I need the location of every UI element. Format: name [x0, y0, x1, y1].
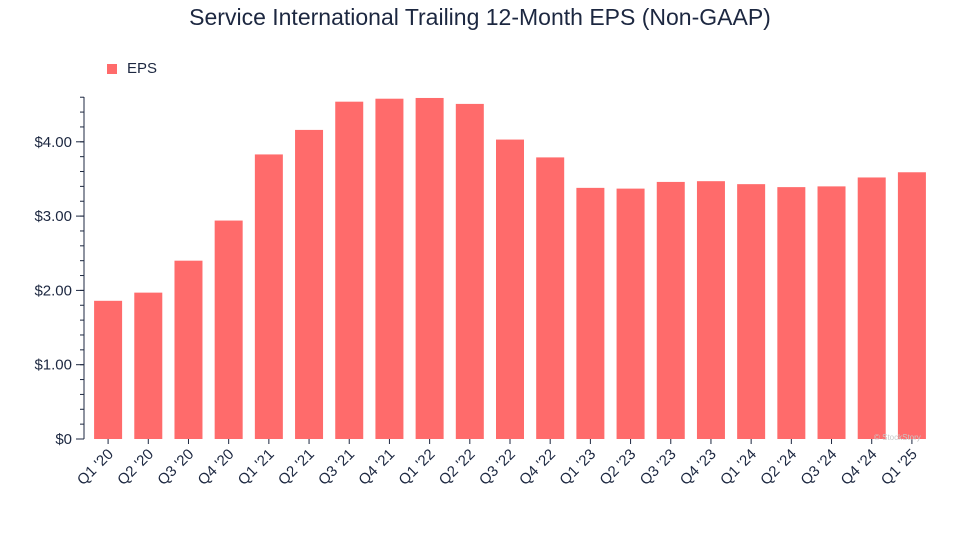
x-tick-label: Q3 '22	[476, 446, 519, 489]
watermark: © StockStory	[874, 433, 921, 442]
bar	[616, 188, 645, 439]
bar	[94, 300, 123, 439]
y-tick-label: $4.00	[34, 134, 72, 151]
bar	[496, 139, 524, 440]
bar	[897, 172, 926, 439]
bar	[777, 187, 806, 439]
x-tick-label: Q3 '21	[315, 446, 358, 489]
chart-title: Service International Trailing 12-Month …	[189, 4, 771, 30]
bar	[656, 181, 685, 439]
bar	[576, 187, 605, 439]
bar	[134, 292, 163, 439]
x-tick-label: Q4 '24	[838, 446, 881, 489]
x-tick-label: Q2 '24	[757, 446, 800, 489]
legend-swatch-eps	[107, 63, 117, 74]
bar	[817, 186, 846, 439]
bar	[455, 103, 484, 440]
x-tick-label: Q1 '20	[74, 446, 117, 489]
x-tick-label: Q3 '24	[797, 446, 840, 489]
y-tick-label: $0	[55, 431, 72, 448]
bar	[536, 157, 565, 439]
bar	[335, 101, 364, 439]
x-tick-label: Q3 '23	[637, 446, 680, 489]
x-tick-label: Q4 '22	[516, 446, 559, 489]
x-tick-label: Q1 '22	[396, 446, 439, 489]
x-tick-label: Q1 '24	[717, 446, 760, 489]
bar	[174, 260, 203, 439]
y-tick-label: $2.00	[34, 282, 72, 299]
bar	[254, 154, 283, 439]
legend: EPS	[107, 60, 157, 77]
bar	[375, 98, 404, 440]
x-tick-label: Q1 '25	[878, 446, 921, 489]
bar	[737, 184, 766, 439]
bar	[214, 220, 243, 439]
bar	[857, 177, 886, 440]
x-tick-label: Q1 '21	[235, 446, 278, 489]
x-tick-label: Q2 '22	[436, 446, 479, 489]
x-tick-label: Q4 '23	[677, 446, 720, 489]
x-tick-label: Q4 '21	[355, 446, 398, 489]
x-tick-label: Q2 '20	[114, 446, 157, 489]
x-tick-label: Q2 '23	[596, 446, 639, 489]
legend-label-eps: EPS	[127, 60, 158, 77]
x-tick-label: Q3 '20	[154, 446, 197, 489]
y-tick-label: $3.00	[34, 208, 72, 225]
x-tick-label: Q2 '21	[275, 446, 318, 489]
y-tick-label: $1.00	[34, 357, 72, 374]
bar	[295, 129, 324, 440]
x-tick-label: Q4 '20	[195, 446, 238, 489]
x-tick-label: Q1 '23	[556, 446, 599, 489]
bar	[415, 97, 444, 439]
bar	[696, 181, 725, 439]
